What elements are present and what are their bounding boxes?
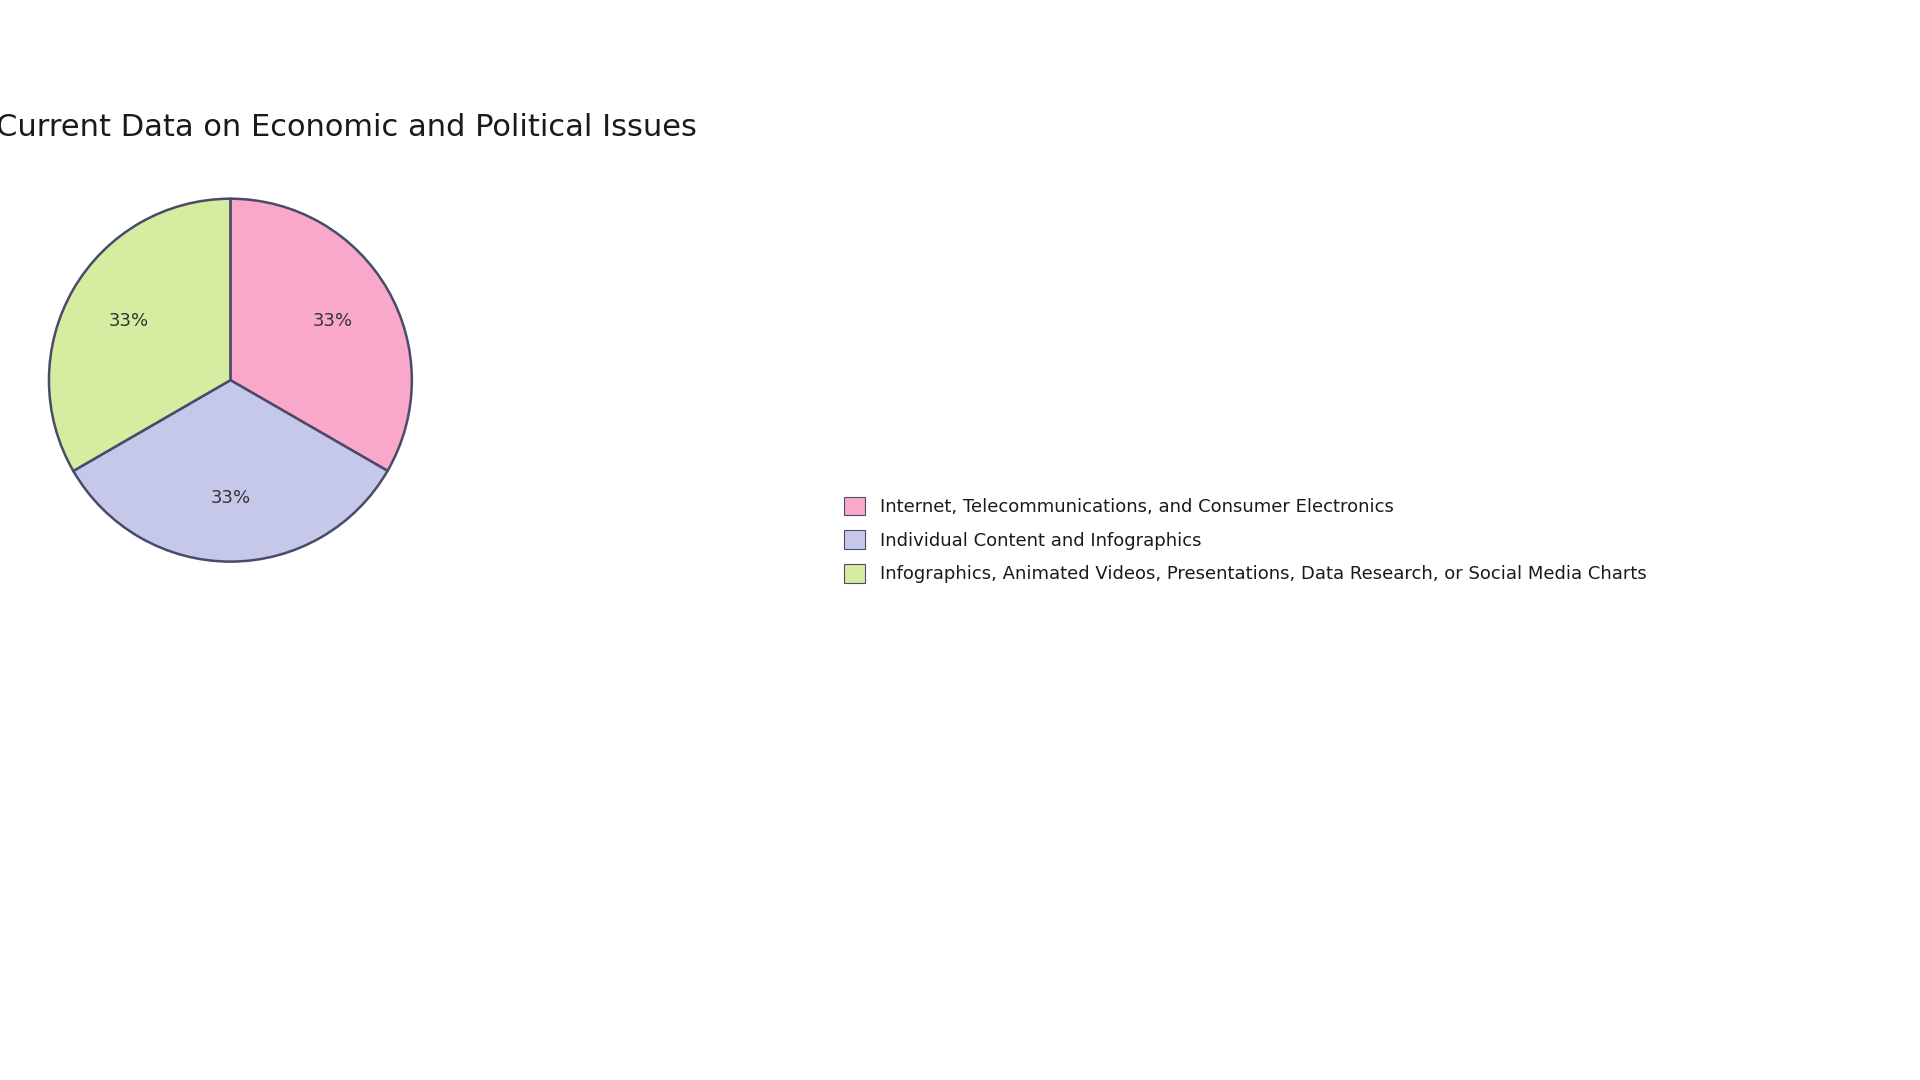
Wedge shape — [73, 380, 388, 562]
Legend: Internet, Telecommunications, and Consumer Electronics, Individual Content and I: Internet, Telecommunications, and Consum… — [835, 487, 1655, 593]
Wedge shape — [230, 199, 413, 471]
Text: Current Data on Economic and Political Issues: Current Data on Economic and Political I… — [0, 113, 697, 143]
Text: 33%: 33% — [211, 489, 250, 508]
Text: 33%: 33% — [108, 312, 148, 330]
Wedge shape — [50, 199, 230, 471]
Text: 33%: 33% — [313, 312, 353, 330]
